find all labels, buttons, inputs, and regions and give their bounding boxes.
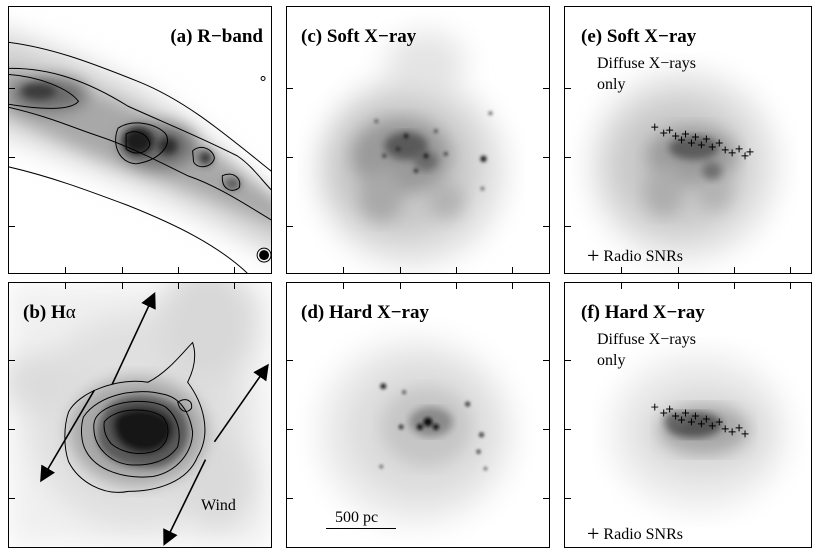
panel-c-title: (c) Soft X−ray	[301, 26, 417, 47]
panel-soft-x-ray-diffuse: (e) Soft X−ray Diffuse X−rays only + Radi…	[564, 6, 812, 274]
tick	[287, 226, 293, 227]
tick	[343, 283, 344, 289]
tick	[621, 267, 622, 273]
tick	[343, 267, 344, 273]
tick	[65, 267, 66, 273]
tick	[621, 283, 622, 289]
panel-f-legend: + Radio SNRs	[587, 521, 683, 547]
tick	[734, 267, 735, 273]
panel-hard-x-ray: (d) Hard X−ray 500 pc	[286, 282, 550, 548]
radio-snr-plus-icon: +	[587, 521, 600, 546]
soft-x-ray-image	[316, 31, 506, 266]
wind-label: Wind	[201, 497, 236, 514]
panel-b-title-prefix: (b) H	[23, 302, 66, 323]
panel-f-note-line1: Diffuse X−rays	[597, 331, 696, 348]
r-band-image	[9, 33, 271, 273]
tick	[9, 360, 15, 361]
panel-e-legend: + Radio SNRs	[587, 243, 683, 269]
panel-e-title: (e) Soft X−ray	[581, 26, 697, 47]
tick	[9, 498, 15, 499]
tick	[9, 429, 15, 430]
tick	[512, 283, 513, 289]
radio-snr-markers	[651, 403, 749, 438]
tick	[65, 283, 66, 289]
tick	[565, 429, 571, 430]
tick	[287, 498, 293, 499]
panel-b-title-alpha: α	[65, 302, 76, 323]
tick	[543, 88, 549, 89]
radio-snr-plus-icon: +	[587, 243, 600, 268]
tick	[456, 283, 457, 289]
panel-hard-x-ray-diffuse: (f) Hard X−ray Diffuse X−rays only + Radi…	[564, 282, 812, 548]
panel-e-legend-label: Radio SNRs	[603, 248, 683, 265]
panel-b-title: (b) Hα	[23, 302, 76, 324]
tick	[400, 283, 401, 289]
hard-x-ray-image	[316, 337, 516, 527]
tick	[565, 498, 571, 499]
panel-r-band: (a) R−band	[8, 6, 272, 274]
panel-a-title: (a) R−band	[170, 26, 263, 47]
tick	[287, 88, 293, 89]
tick	[790, 267, 791, 273]
scale-bar-label: 500 pc	[335, 509, 379, 526]
tick	[565, 360, 571, 361]
tick	[456, 267, 457, 273]
tick	[234, 283, 235, 289]
scale-bar	[326, 528, 396, 529]
tick	[678, 283, 679, 289]
tick	[178, 267, 179, 273]
radio-snr-markers	[651, 123, 754, 160]
tick	[400, 267, 401, 273]
panel-e-note-line1: Diffuse X−rays	[597, 55, 696, 72]
tick	[287, 157, 293, 158]
tick	[512, 267, 513, 273]
hard-x-ray-diffuse-image	[609, 352, 789, 512]
tick	[543, 157, 549, 158]
tick	[543, 498, 549, 499]
panel-soft-x-ray: (c) Soft X−ray	[286, 6, 550, 274]
tick	[122, 267, 123, 273]
panel-h-alpha: (b) Hα Wind	[8, 282, 272, 548]
panel-f-legend-label: Radio SNRs	[603, 526, 683, 543]
tick	[790, 283, 791, 289]
tick	[9, 157, 15, 158]
panel-e-note-line2: only	[597, 76, 626, 93]
panel-d-title: (d) Hard X−ray	[301, 302, 429, 323]
tick	[287, 360, 293, 361]
tick	[9, 88, 15, 89]
tick	[678, 267, 679, 273]
panel-f-note-line2: only	[597, 352, 626, 369]
tick	[178, 283, 179, 289]
tick	[543, 360, 549, 361]
tick	[565, 88, 571, 89]
tick	[565, 157, 571, 158]
panel-e-note: Diffuse X−rays only	[597, 53, 696, 95]
panel-f-note: Diffuse X−rays only	[597, 329, 696, 371]
tick	[543, 429, 549, 430]
tick	[734, 283, 735, 289]
tick	[122, 283, 123, 289]
h-alpha-image	[9, 283, 271, 547]
tick	[287, 429, 293, 430]
soft-x-ray-diffuse-image	[589, 71, 779, 261]
tick	[234, 267, 235, 273]
tick	[565, 226, 571, 227]
panel-f-title: (f) Hard X−ray	[581, 302, 705, 323]
tick	[543, 226, 549, 227]
tick	[9, 226, 15, 227]
